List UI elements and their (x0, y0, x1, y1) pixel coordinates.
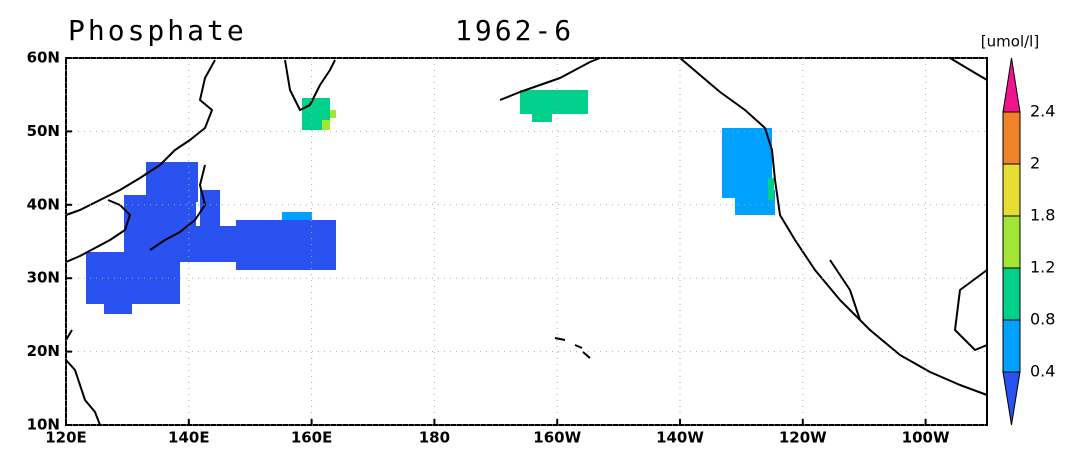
x-tick-label: 120W (779, 429, 827, 447)
x-tick-label: 180 (419, 429, 450, 447)
x-tick-label: 100W (902, 429, 950, 447)
colorbar-arrow (1002, 371, 1021, 426)
colorbar-arrow (1002, 57, 1021, 113)
x-tick-label: 160W (533, 429, 581, 447)
colorbar-label: 0.8 (1030, 310, 1055, 329)
colorbar-label: 2 (1030, 154, 1040, 173)
colorbar-box (1002, 163, 1021, 217)
y-tick-label: 60N (27, 49, 60, 67)
x-tick-label: 120E (45, 429, 87, 447)
date: 1962-6 (455, 14, 574, 47)
y-tick-label: 20N (27, 342, 60, 360)
y-tick-label: 50N (27, 122, 60, 140)
phosphate-field (86, 90, 775, 314)
colorbar-box (1002, 111, 1021, 165)
x-tick-label: 140E (168, 429, 210, 447)
colorbar-unit: [umol/l] (981, 33, 1039, 51)
x-tick-label: 140W (656, 429, 704, 447)
colorbar-label: 2.4 (1030, 102, 1055, 121)
title: Phosphate (68, 14, 247, 47)
y-tick-label: 10N (27, 416, 60, 434)
y-tick-label: 40N (27, 195, 60, 213)
colorbar-label: 1.2 (1030, 258, 1055, 277)
map-frame (65, 57, 988, 426)
x-tick-label: 160E (291, 429, 333, 447)
colorbar-box (1002, 215, 1021, 269)
y-tick-label: 30N (27, 269, 60, 287)
colorbar-label: 0.4 (1030, 362, 1055, 381)
colorbar-label: 1.8 (1030, 206, 1055, 225)
colorbar-box (1002, 319, 1021, 373)
colorbar-box (1002, 267, 1021, 321)
